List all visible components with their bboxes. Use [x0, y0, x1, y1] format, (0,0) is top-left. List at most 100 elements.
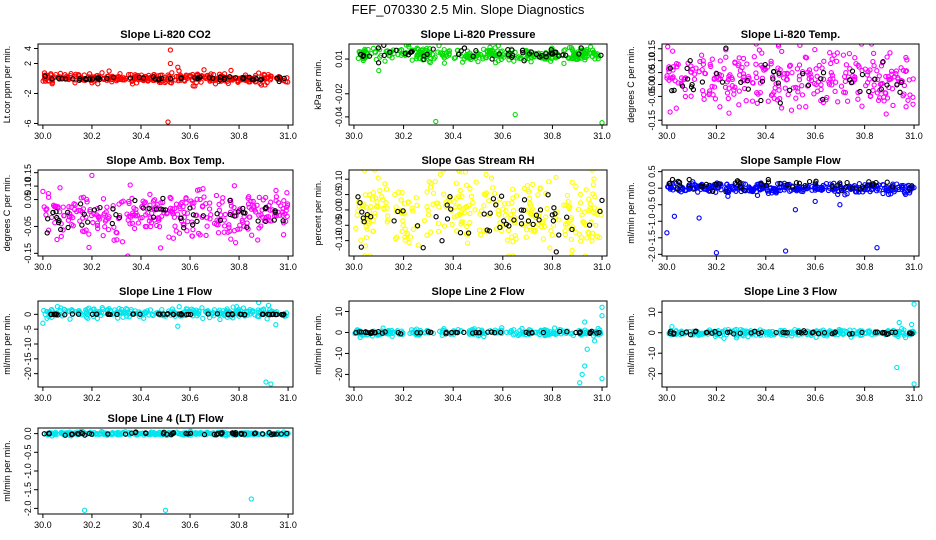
data-point	[674, 64, 680, 70]
data-point-black	[439, 238, 445, 244]
x-tick-label: 30.6	[181, 393, 199, 403]
data-point	[452, 54, 459, 61]
data-point	[100, 232, 106, 239]
data-point	[78, 195, 84, 201]
data-point	[246, 193, 252, 200]
data-point	[45, 194, 52, 200]
data-point	[564, 192, 571, 199]
panel-1: Slope Li-820 CO2 Lt.cor ppm per min. 30.0 3…	[2, 29, 297, 141]
data-point	[844, 191, 850, 197]
data-point	[746, 185, 753, 191]
data-point	[93, 212, 100, 218]
data-point	[63, 73, 70, 79]
data-point	[894, 181, 900, 187]
data-point	[666, 64, 672, 70]
data-point	[111, 237, 117, 243]
data-point-black	[417, 330, 424, 336]
data-point	[581, 209, 588, 215]
data-point	[174, 211, 181, 217]
x-tick-label: 30.8	[856, 131, 874, 141]
data-point	[354, 212, 360, 218]
data-point	[100, 429, 106, 436]
data-point	[440, 170, 447, 173]
data-point	[100, 196, 107, 202]
data-point	[189, 219, 195, 225]
data-point-black	[140, 205, 146, 211]
outlier-point	[106, 68, 112, 74]
data-point-black	[77, 201, 84, 207]
data-point	[94, 205, 101, 212]
data-point-black	[146, 205, 152, 212]
data-point-black	[869, 182, 876, 188]
data-point	[501, 54, 507, 60]
data-point	[353, 225, 359, 231]
data-point	[509, 186, 516, 192]
data-point-black	[818, 76, 824, 82]
data-point	[189, 233, 196, 239]
data-point-black	[859, 71, 866, 78]
data-point	[565, 198, 571, 205]
data-point	[885, 74, 892, 80]
data-point-black	[206, 75, 213, 81]
data-point	[806, 67, 813, 73]
data-point	[43, 207, 49, 213]
y-tick-label: 0.15	[23, 164, 33, 182]
data-point-black	[690, 186, 697, 192]
data-point	[910, 101, 916, 107]
data-point-black	[46, 431, 52, 437]
data-point	[456, 194, 462, 200]
data-point	[859, 103, 865, 109]
plot-frame	[348, 169, 608, 257]
data-point	[200, 315, 206, 322]
data-point	[436, 44, 442, 49]
data-point	[368, 204, 374, 210]
data-point	[131, 225, 138, 232]
data-point-black	[161, 429, 167, 435]
data-point	[132, 213, 139, 219]
data-point-black	[866, 179, 872, 185]
data-point	[409, 205, 415, 211]
data-point-black	[573, 329, 579, 336]
data-point	[394, 234, 400, 240]
data-point	[129, 220, 136, 226]
data-point-black	[271, 217, 277, 223]
data-point	[787, 188, 793, 194]
data-point-black	[563, 52, 569, 58]
data-point	[555, 217, 561, 223]
data-point	[535, 192, 541, 198]
data-point-black	[359, 209, 365, 215]
data-point-black	[252, 430, 259, 436]
data-point	[833, 79, 839, 85]
data-point-black	[457, 230, 464, 236]
y-tick-label: -0.05	[23, 216, 33, 237]
panel-title: Slope Line 4 (LT) Flow	[108, 413, 224, 425]
outlier-point	[81, 507, 88, 513]
data-point	[827, 50, 833, 56]
data-point	[380, 197, 386, 203]
y-axis-label: degrees C per min.	[626, 46, 636, 123]
data-point	[695, 189, 701, 195]
data-point	[509, 200, 515, 206]
data-point	[65, 217, 72, 223]
outlier-point	[837, 202, 843, 208]
data-point-black	[679, 83, 686, 89]
data-point-black	[240, 205, 246, 212]
data-point	[199, 204, 206, 210]
data-point	[78, 207, 84, 214]
data-point	[264, 316, 270, 322]
x-tick-label: 30.8	[856, 393, 874, 403]
data-point	[585, 229, 591, 235]
data-point	[757, 89, 763, 96]
data-point-black	[443, 331, 449, 337]
data-point	[726, 85, 732, 91]
x-tick-label: 30.0	[345, 131, 363, 141]
data-point	[370, 228, 376, 235]
data-point-black	[552, 211, 558, 217]
data-point	[427, 229, 434, 235]
y-tick-label: 0.01	[334, 50, 344, 68]
data-point	[775, 65, 781, 71]
data-point	[709, 56, 715, 62]
data-point	[426, 46, 433, 52]
data-point	[247, 308, 253, 314]
data-point	[65, 308, 71, 314]
